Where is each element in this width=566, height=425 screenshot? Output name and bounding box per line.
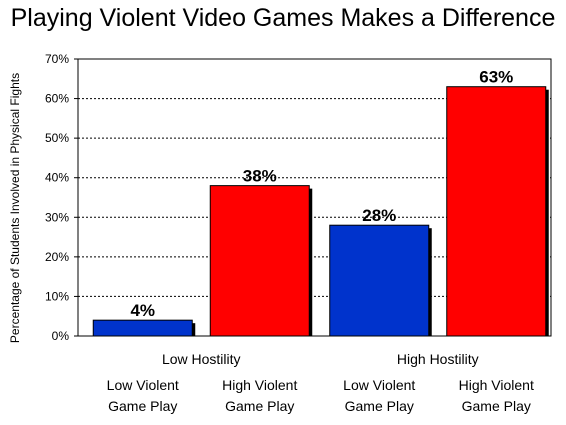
category-label-line2: Game Play	[225, 398, 294, 414]
bar	[446, 86, 547, 337]
gridlines	[78, 98, 551, 297]
data-labels: 4% 38% 28% 63%	[130, 68, 513, 320]
y-axis-label: Percentage of Students Involved in Physi…	[8, 73, 22, 343]
data-label: 38%	[243, 167, 277, 186]
y-tick-label: 20%	[45, 250, 69, 264]
data-label: 28%	[362, 206, 396, 225]
y-tick-label: 50%	[45, 131, 69, 145]
y-tick-label: 30%	[45, 210, 69, 224]
category-label-line2: Game Play	[108, 398, 177, 414]
x-axis-labels: Low Violent Game Play High Violent Game Pla…	[107, 351, 534, 414]
category-label-line1: Low Violent	[107, 377, 179, 393]
y-axis-ticks: 0% 10% 20% 30% 40% 50% 60% 70%	[45, 52, 78, 343]
bar	[92, 319, 193, 337]
category-label-line1: High Violent	[222, 377, 297, 393]
y-tick-label: 10%	[45, 289, 69, 303]
category-label-line1: High Violent	[459, 377, 534, 393]
y-tick-label: 0%	[52, 329, 70, 343]
plot-area-frame	[77, 58, 552, 337]
category-label-line2: Game Play	[462, 398, 531, 414]
group-label: High Hostility	[397, 351, 479, 367]
group-label: Low Hostility	[162, 351, 241, 367]
category-label-line1: Low Violent	[343, 377, 415, 393]
data-label: 4%	[130, 301, 155, 320]
y-tick-label: 70%	[45, 52, 69, 66]
y-tick-label: 60%	[45, 92, 69, 106]
y-tick-label: 40%	[45, 171, 69, 185]
chart-title: Playing Violent Video Games Makes a Diff…	[11, 4, 556, 32]
bars	[92, 86, 549, 337]
bar	[209, 185, 310, 337]
bar	[329, 224, 430, 337]
data-label: 63%	[479, 68, 513, 87]
category-label-line2: Game Play	[345, 398, 414, 414]
